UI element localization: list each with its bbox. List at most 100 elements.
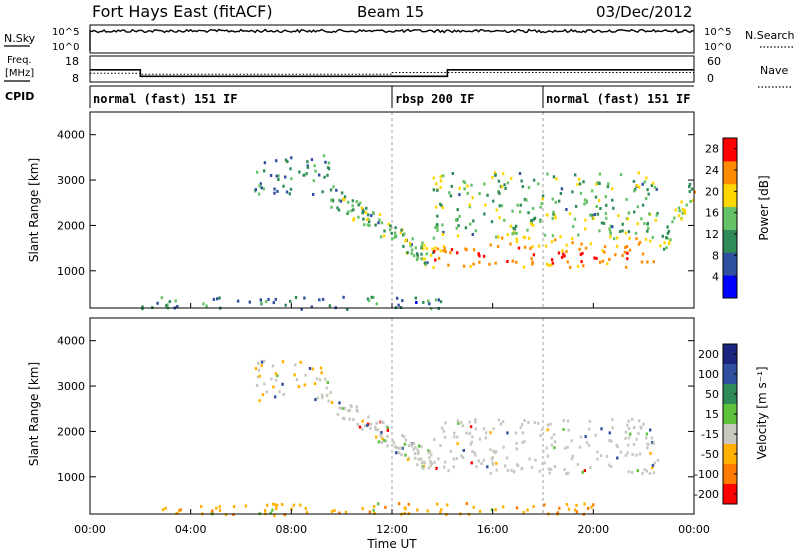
power-echo-cell: [468, 203, 471, 207]
vel-echo-cell: [470, 461, 473, 465]
power-echo-cell: [430, 307, 433, 311]
power-echo-cell: [667, 229, 671, 233]
power-echo-cell: [652, 260, 655, 264]
vel-echo-cell: [375, 421, 378, 425]
power-echo-cell: [498, 192, 501, 195]
vel-echo-cell: [527, 420, 530, 424]
vel-echo-cell: [260, 364, 263, 368]
vel-echo-cell: [327, 399, 330, 403]
x-tick-label: 04:00: [175, 523, 207, 536]
power-echo-cell: [662, 247, 666, 251]
vel-echo-cell: [295, 378, 299, 381]
vel-echo-cell: [352, 418, 355, 421]
y-tick-label: 2000: [57, 219, 85, 232]
beam-title: Beam 15: [357, 3, 424, 21]
colorbar-tick-label: 16: [705, 207, 719, 220]
power-echo-cell: [634, 231, 638, 235]
power-echo-cell: [537, 244, 541, 248]
power-echo-cell: [382, 234, 386, 238]
power-echo-cell: [572, 225, 575, 228]
power-echo-cell: [450, 184, 453, 188]
vel-echo-cell: [412, 447, 415, 451]
vel-echo-cell: [515, 447, 518, 451]
power-echo-cell: [286, 160, 289, 164]
power-echo-cell: [552, 210, 555, 214]
power-echo-cell: [625, 197, 628, 201]
power-echo-cell: [624, 231, 628, 235]
power-echo-cell: [605, 203, 608, 207]
vel-echo-cell: [366, 423, 369, 427]
vel-echo-cell: [491, 461, 494, 465]
power-echo-cell: [322, 154, 326, 158]
vel-echo-cell: [587, 443, 591, 447]
vel-echo-cell: [583, 469, 586, 473]
vel-echo-cell: [546, 423, 550, 427]
vel-echo-cell: [215, 506, 218, 510]
power-echo-cell: [351, 204, 354, 208]
power-echo-cell: [366, 297, 370, 301]
vel-echo-cell: [578, 445, 582, 449]
power-echo-cell: [574, 173, 577, 177]
cpid-label: CPID: [5, 90, 34, 103]
power-echo-cell: [489, 243, 492, 247]
vel-echo-cell: [492, 427, 495, 431]
vel-echo-cell: [397, 502, 401, 506]
vel-echo-cell: [449, 450, 453, 453]
vel-echo-cell: [575, 510, 578, 514]
power-echo-cell: [598, 182, 601, 185]
vel-echo-cell: [562, 419, 565, 423]
power-echo-cell: [495, 235, 498, 239]
power-echo-cell: [202, 302, 205, 306]
vel-echo-cell: [539, 433, 542, 437]
power-echo-cell: [442, 245, 446, 248]
power-echo-cell: [331, 199, 335, 203]
vel-echo-cell: [624, 436, 627, 440]
vel-echo-cell: [647, 442, 650, 446]
power-echo-cell: [648, 212, 651, 216]
power-echo-cell: [337, 208, 341, 212]
vel-echo-cell: [439, 444, 442, 447]
power-echo-cell: [260, 301, 263, 305]
power-echo-cell: [592, 216, 595, 220]
freq-tick-low: 8: [72, 72, 79, 85]
vel-echo-cell: [646, 446, 649, 450]
colorbar-tick-label: -15: [701, 428, 719, 441]
vel-echo-cell: [321, 396, 324, 400]
vel-echo-cell: [369, 426, 372, 430]
power-echo-cell: [404, 239, 407, 243]
power-echo-cell: [160, 296, 164, 300]
power-echo-cell: [674, 208, 677, 212]
power-echo-cell: [611, 187, 614, 191]
vel-echo-cell: [340, 406, 344, 410]
power-echo-cell: [523, 245, 527, 249]
power-echo-cell: [597, 199, 601, 203]
vel-echo-cell: [175, 511, 178, 515]
vel-echo-cell: [270, 377, 273, 381]
power-echo-cell: [647, 192, 650, 196]
power-echo-cell: [614, 253, 617, 257]
power-echo-cell: [529, 246, 532, 250]
vel-echo-cell: [521, 441, 524, 444]
power-echo-cell: [321, 297, 325, 301]
vel-echo-cell: [478, 509, 482, 513]
power-echo-cell: [569, 266, 572, 269]
power-echo-cell: [380, 221, 384, 225]
vel-echo-cell: [549, 467, 553, 471]
power-echo-cell: [627, 230, 631, 234]
power-echo-cell: [646, 188, 649, 192]
power-echo-cell: [603, 245, 607, 249]
power-echo-cell: [531, 262, 534, 266]
power-echo-cell: [478, 260, 481, 264]
power-echo-cell: [576, 183, 579, 187]
velocity-colorbar-label: Velocity [m s⁻¹]: [755, 366, 769, 459]
power-echo-cell: [364, 211, 368, 214]
vel-echo-cell: [324, 377, 327, 381]
power-echo-cell: [509, 224, 512, 228]
vel-echo-cell: [465, 502, 468, 506]
vel-echo-cell: [575, 503, 578, 507]
power-echo-cell: [288, 192, 291, 196]
power-echo-cell: [464, 226, 468, 230]
power-echo-cell: [604, 195, 607, 199]
power-echo-cell: [431, 247, 434, 251]
vel-echo-cell: [269, 511, 272, 515]
